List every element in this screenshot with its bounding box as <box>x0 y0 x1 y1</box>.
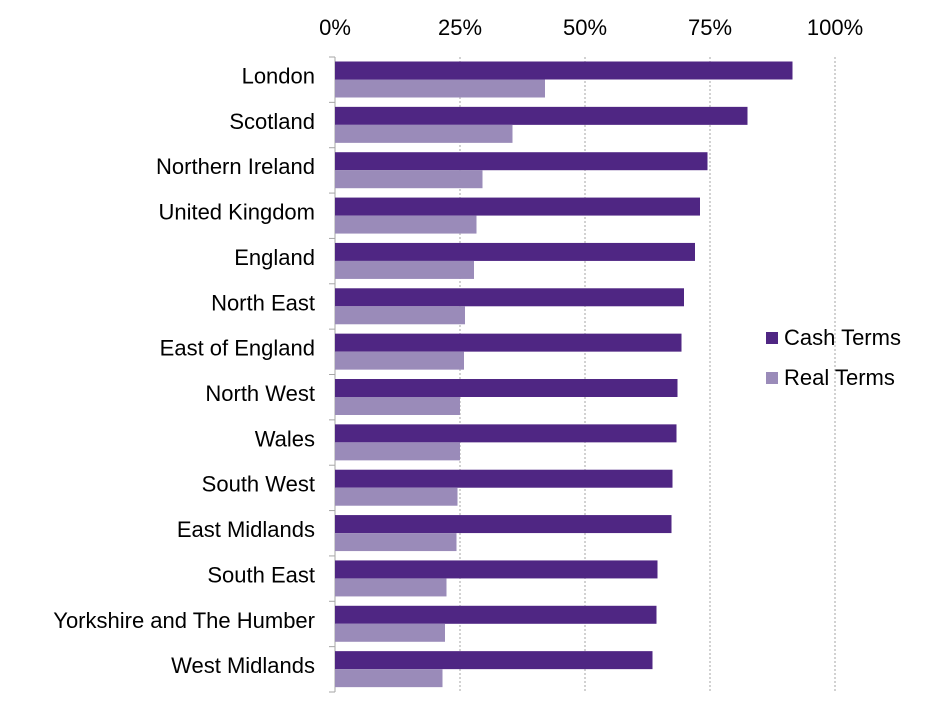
category-label-scotland: Scotland <box>229 109 315 134</box>
bar-cash-terms-south-west <box>335 469 673 488</box>
legend-swatch-cash-terms <box>766 332 778 344</box>
x-tick-label-75: 75% <box>688 15 732 40</box>
category-label-north-west: North West <box>205 381 315 406</box>
legend-label-real-terms: Real Terms <box>784 365 895 390</box>
bar-cash-terms-united-kingdom <box>335 197 700 216</box>
bar-cash-terms-south-east <box>335 560 658 579</box>
bar-cash-terms-scotland <box>335 106 748 125</box>
bar-real-terms-west-midlands <box>335 669 443 688</box>
category-label-east-midlands: East Midlands <box>177 517 315 542</box>
category-label-east-of-england: East of England <box>160 336 315 361</box>
bar-real-terms-east-midlands <box>335 533 457 552</box>
bar-real-terms-wales <box>335 442 460 461</box>
bar-real-terms-london <box>335 79 545 98</box>
category-label-england: England <box>234 245 315 270</box>
bars <box>335 61 793 688</box>
category-label-wales: Wales <box>255 426 315 451</box>
bar-cash-terms-north-east <box>335 288 684 307</box>
category-label-london: London <box>242 63 315 88</box>
x-tick-label-25: 25% <box>438 15 482 40</box>
bar-cash-terms-west-midlands <box>335 651 653 670</box>
x-tick-label-0: 0% <box>319 15 351 40</box>
bar-cash-terms-east-of-england <box>335 333 682 352</box>
category-label-united-kingdom: United Kingdom <box>158 200 315 225</box>
category-label-yorkshire-and-the-humber: Yorkshire and The Humber <box>53 608 315 633</box>
category-label-northern-ireland: Northern Ireland <box>156 154 315 179</box>
category-label-south-west: South West <box>202 472 315 497</box>
bar-real-terms-north-west <box>335 397 460 415</box>
bar-cash-terms-north-west <box>335 379 678 397</box>
bar-real-terms-yorkshire-and-the-humber <box>335 623 445 642</box>
category-label-north-east: North East <box>211 290 315 315</box>
bar-cash-terms-yorkshire-and-the-humber <box>335 605 657 624</box>
legend-label-cash-terms: Cash Terms <box>784 325 901 350</box>
bar-real-terms-south-west <box>335 487 458 506</box>
bar-real-terms-northern-ireland <box>335 170 483 189</box>
x-tick-label-50: 50% <box>563 15 607 40</box>
legend-swatch-real-terms <box>766 372 778 384</box>
bar-real-terms-south-east <box>335 578 447 597</box>
bar-cash-terms-northern-ireland <box>335 152 708 171</box>
bar-real-terms-england <box>335 260 474 279</box>
bar-cash-terms-east-midlands <box>335 515 672 534</box>
bar-real-terms-scotland <box>335 124 513 143</box>
bar-cash-terms-england <box>335 242 695 261</box>
bar-cash-terms-london <box>335 61 793 80</box>
bar-cash-terms-wales <box>335 424 677 443</box>
bar-real-terms-north-east <box>335 306 465 325</box>
bar-real-terms-east-of-england <box>335 351 464 370</box>
x-axis-ticks: 0% 25% 50% 75% 100% <box>319 15 863 40</box>
legend: Cash Terms Real Terms <box>766 325 901 390</box>
category-label-south-east: South East <box>207 562 315 587</box>
bar-real-terms-united-kingdom <box>335 215 477 234</box>
category-labels: London Scotland Northern Ireland United Kin… <box>53 63 315 678</box>
x-tick-label-100: 100% <box>807 15 863 40</box>
category-label-west-midlands: West Midlands <box>171 653 315 678</box>
